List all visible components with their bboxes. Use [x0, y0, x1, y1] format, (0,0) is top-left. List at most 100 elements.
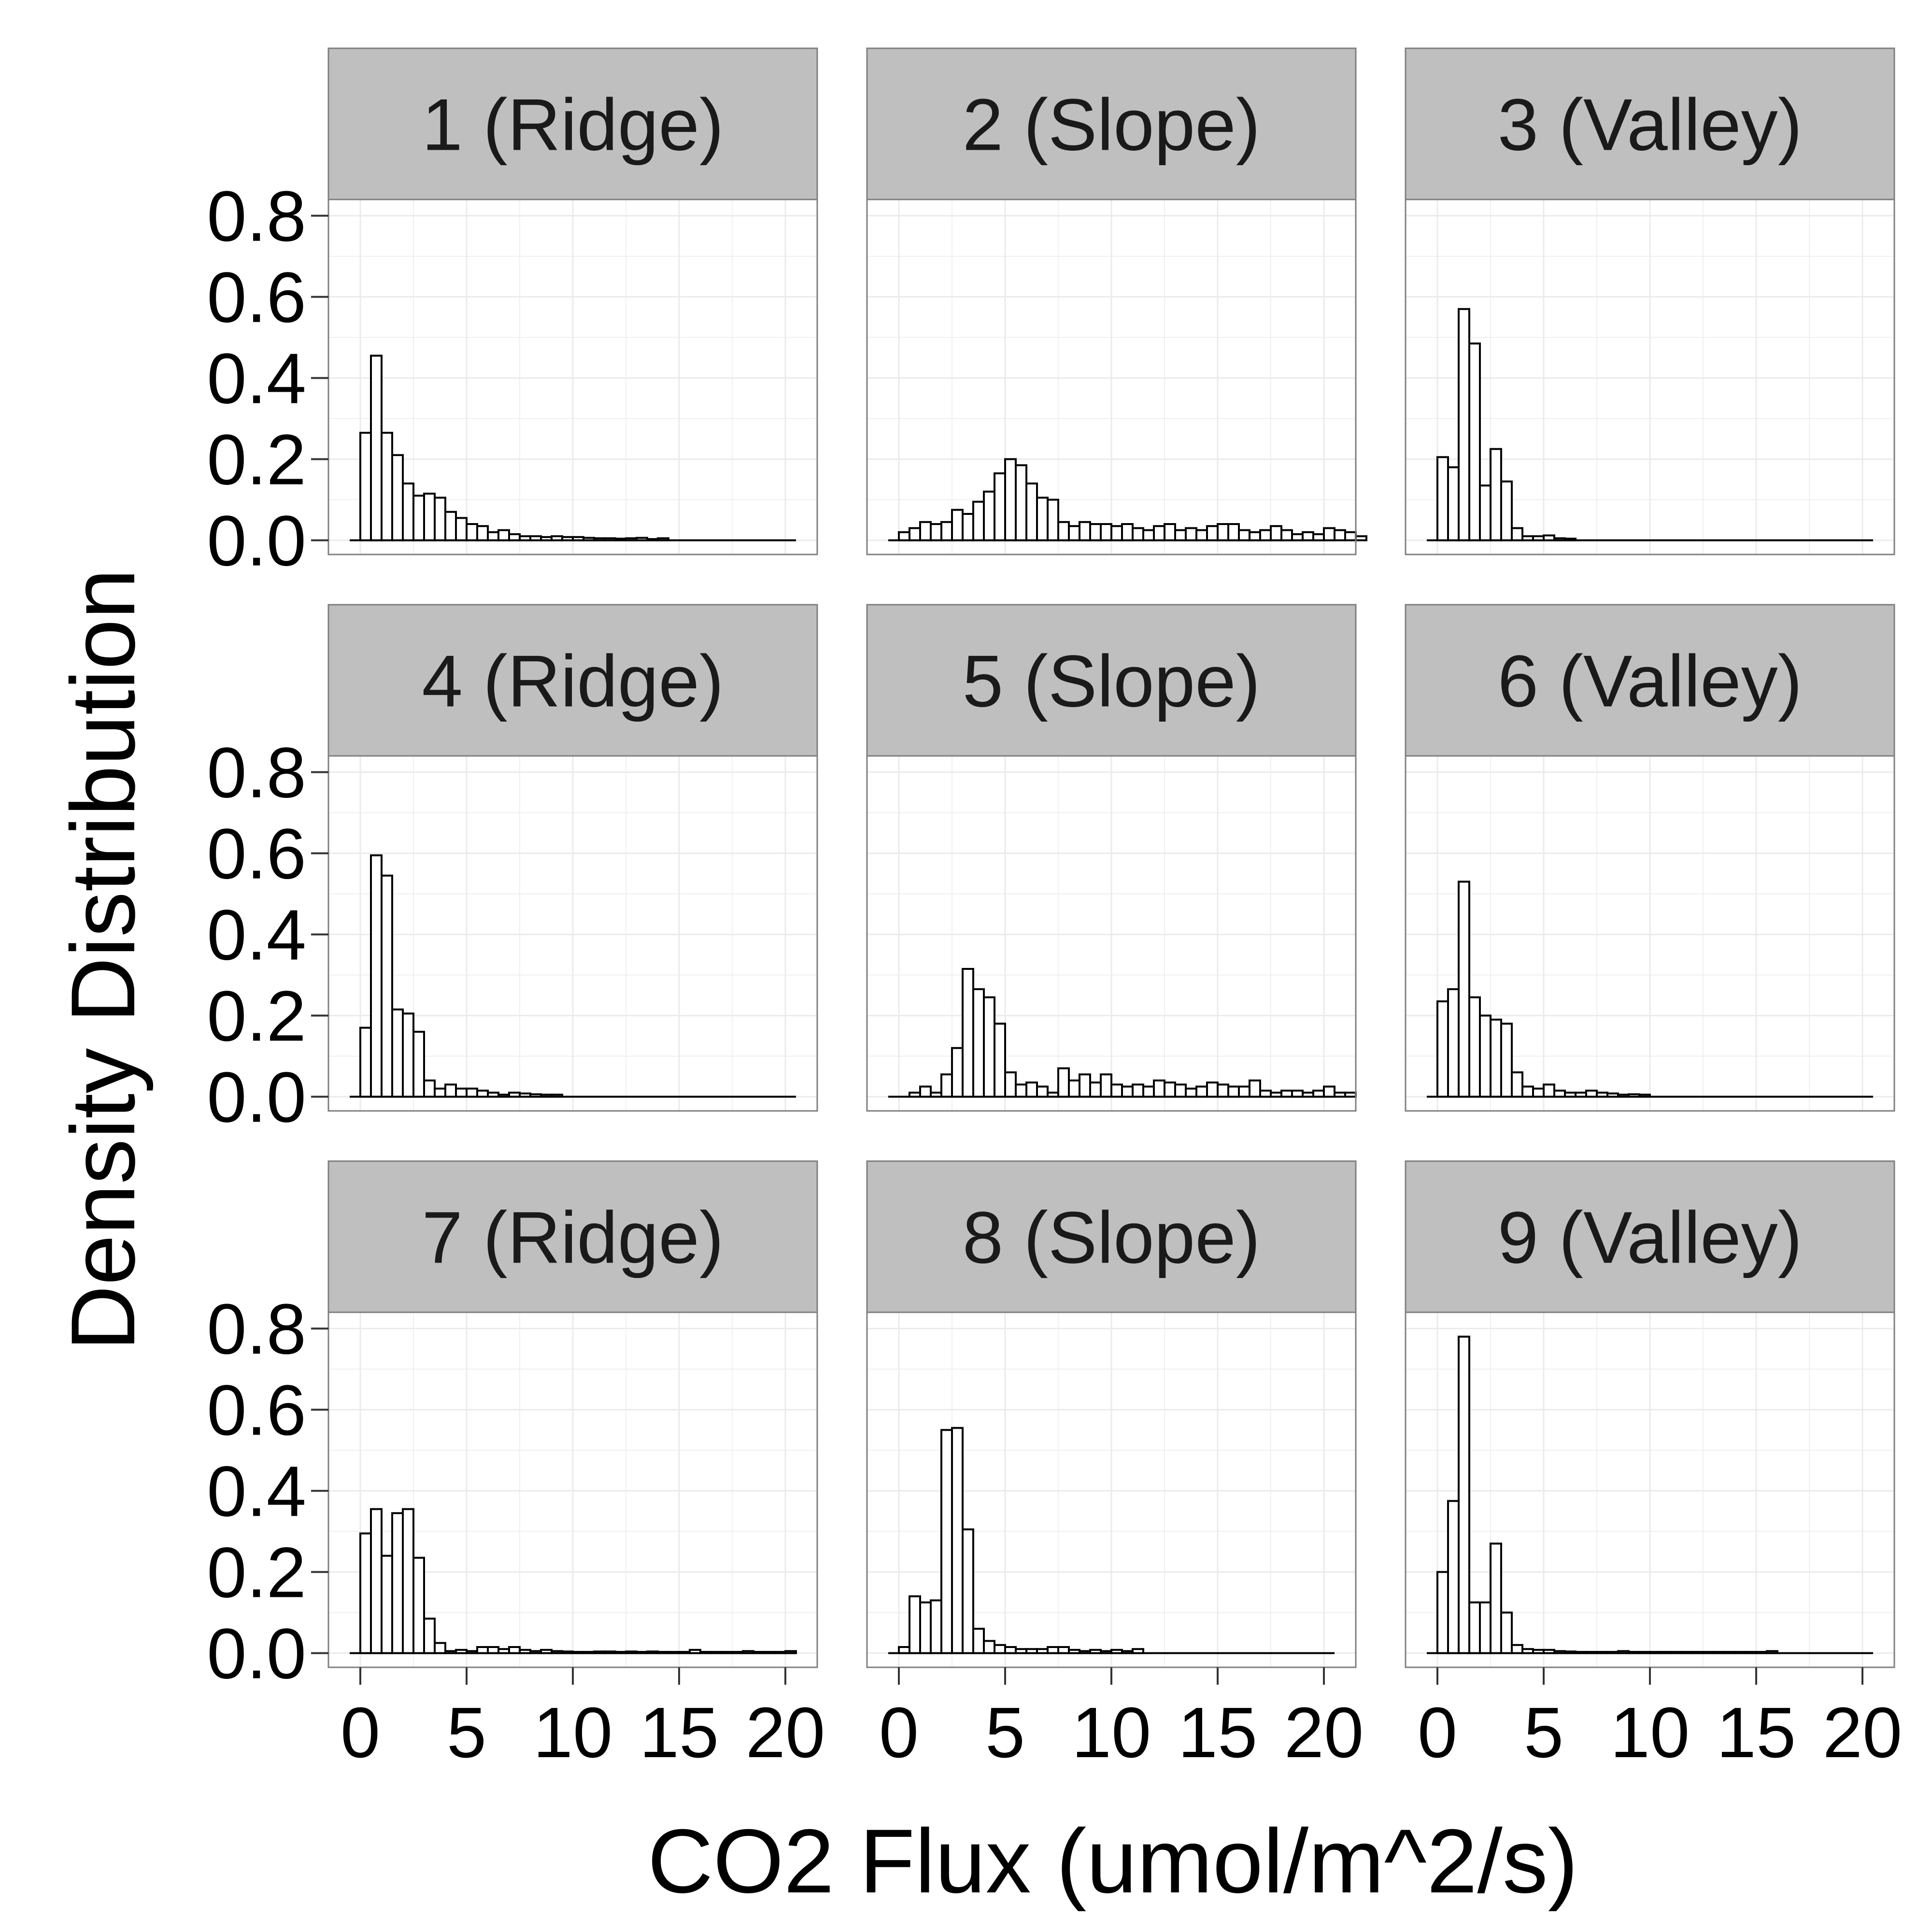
histogram-bar — [1596, 1651, 1608, 1654]
histogram-bar — [402, 1012, 414, 1098]
y-tick-label: 0.2 — [207, 420, 306, 500]
histogram-bar — [898, 531, 910, 541]
histogram-bar — [1606, 1092, 1619, 1098]
histogram-bar — [657, 1651, 669, 1654]
facet-label: 1 (Ridge) — [422, 84, 724, 166]
histogram-bar — [1532, 1648, 1545, 1654]
histogram-bar — [434, 497, 446, 541]
y-tick-label: 0.6 — [207, 1371, 306, 1450]
y-tick-label: 0.2 — [207, 977, 306, 1056]
facet-label: 3 (Valley) — [1498, 84, 1803, 166]
histogram-bar — [646, 1650, 659, 1654]
histogram-bar — [1110, 525, 1123, 541]
histogram-bar — [1334, 1092, 1346, 1098]
histogram-bar — [1490, 448, 1502, 541]
histogram-bar — [962, 1528, 974, 1654]
histogram-bar — [721, 1651, 733, 1654]
histogram-bar — [402, 1508, 414, 1654]
histogram-bar — [1564, 538, 1577, 541]
histogram-bar — [529, 1093, 542, 1098]
histogram-bar — [1479, 484, 1492, 541]
histogram-bar — [540, 1648, 553, 1654]
histogram-bar — [710, 1651, 723, 1654]
histogram-bar — [1564, 1650, 1577, 1654]
histogram-bar — [1227, 523, 1240, 541]
histogram-bar — [466, 1650, 478, 1654]
histogram-bar — [1132, 1648, 1144, 1654]
histogram-bar — [1280, 1090, 1293, 1098]
histogram-bar — [551, 535, 563, 541]
y-tick-label: 0.4 — [207, 1452, 306, 1532]
panel-border — [327, 755, 818, 1112]
histogram-bar — [423, 1618, 436, 1654]
histogram-bar — [1110, 1083, 1123, 1098]
histogram-bar — [1132, 1083, 1144, 1098]
facet-label: 6 (Valley) — [1498, 640, 1803, 723]
histogram-bar — [1174, 529, 1187, 541]
histogram-bar — [1436, 1000, 1449, 1098]
histogram-bar — [540, 1094, 553, 1098]
histogram-bar — [1553, 1090, 1566, 1098]
histogram-bar — [444, 1083, 457, 1098]
histogram-bar — [1638, 1094, 1651, 1098]
histogram-bar — [370, 1508, 383, 1654]
y-tick-label: 0.2 — [207, 1533, 306, 1613]
y-tick-label: 0.6 — [207, 258, 306, 338]
histogram-bar — [1543, 1083, 1555, 1098]
histogram-bar — [1447, 988, 1460, 1098]
histogram-bar — [593, 1650, 606, 1654]
y-tick-label: 0.8 — [207, 733, 306, 813]
histogram-bar — [1553, 537, 1566, 541]
facet-panel: 2 (Slope) — [866, 47, 1367, 555]
x-tick-label: 10 — [1610, 1693, 1690, 1773]
histogram-bar — [391, 1512, 404, 1654]
histogram-bar — [1617, 1650, 1630, 1654]
y-axis-title: Density Distribution — [52, 568, 154, 1350]
facet-strip — [866, 47, 1357, 200]
histogram-bar — [1047, 498, 1059, 541]
histogram-bar — [1543, 1648, 1555, 1654]
facet-strip — [866, 604, 1357, 757]
histogram-bar — [1585, 1090, 1598, 1098]
histogram-bar — [370, 854, 383, 1098]
histogram-bar — [1079, 1650, 1091, 1654]
histogram-bar — [1344, 1092, 1357, 1098]
facet-label: 7 (Ridge) — [422, 1197, 724, 1279]
histogram-bar — [1004, 1646, 1017, 1654]
histogram-bar — [593, 537, 606, 541]
histogram-bar — [940, 1073, 953, 1098]
histogram-bar — [1660, 1651, 1672, 1654]
histogram-bar — [412, 495, 425, 541]
histogram-bar — [1500, 480, 1513, 541]
histogram-bar — [1447, 1500, 1460, 1654]
histogram-bar — [1490, 1542, 1502, 1654]
histogram-bar — [487, 531, 499, 541]
x-tick-label: 10 — [533, 1693, 613, 1773]
histogram-bar — [1249, 531, 1261, 541]
histogram-bar — [763, 1651, 776, 1654]
histogram-bar — [1745, 1651, 1757, 1654]
x-tick-label: 20 — [1823, 1693, 1903, 1773]
panel-border — [327, 199, 818, 555]
histogram-bar — [1185, 1087, 1197, 1098]
facet-strip — [327, 47, 818, 200]
panel-border — [1405, 755, 1895, 1112]
facet-panel: 9 (Valley) — [1405, 1160, 1895, 1668]
histogram-bar — [962, 513, 974, 541]
y-tick-label: 0.8 — [207, 177, 306, 256]
histogram-bar — [1132, 527, 1144, 541]
histogram-bar — [370, 355, 383, 541]
panel-border — [1405, 199, 1895, 555]
histogram-bar — [1521, 535, 1534, 541]
histogram-bar — [1575, 1651, 1587, 1654]
histogram-bar — [381, 874, 393, 1098]
histogram-bar — [919, 1085, 932, 1098]
x-axis-title: CO2 Flux (umol/m^2/s) — [648, 1810, 1578, 1912]
facet-label: 4 (Ridge) — [422, 640, 724, 723]
histogram-bar — [1047, 1092, 1059, 1098]
facet-strip — [1405, 47, 1895, 200]
histogram-bar — [1068, 525, 1080, 541]
histogram-bar — [930, 523, 942, 541]
histogram-bar — [1249, 1080, 1261, 1098]
x-tick-label: 20 — [746, 1693, 825, 1773]
